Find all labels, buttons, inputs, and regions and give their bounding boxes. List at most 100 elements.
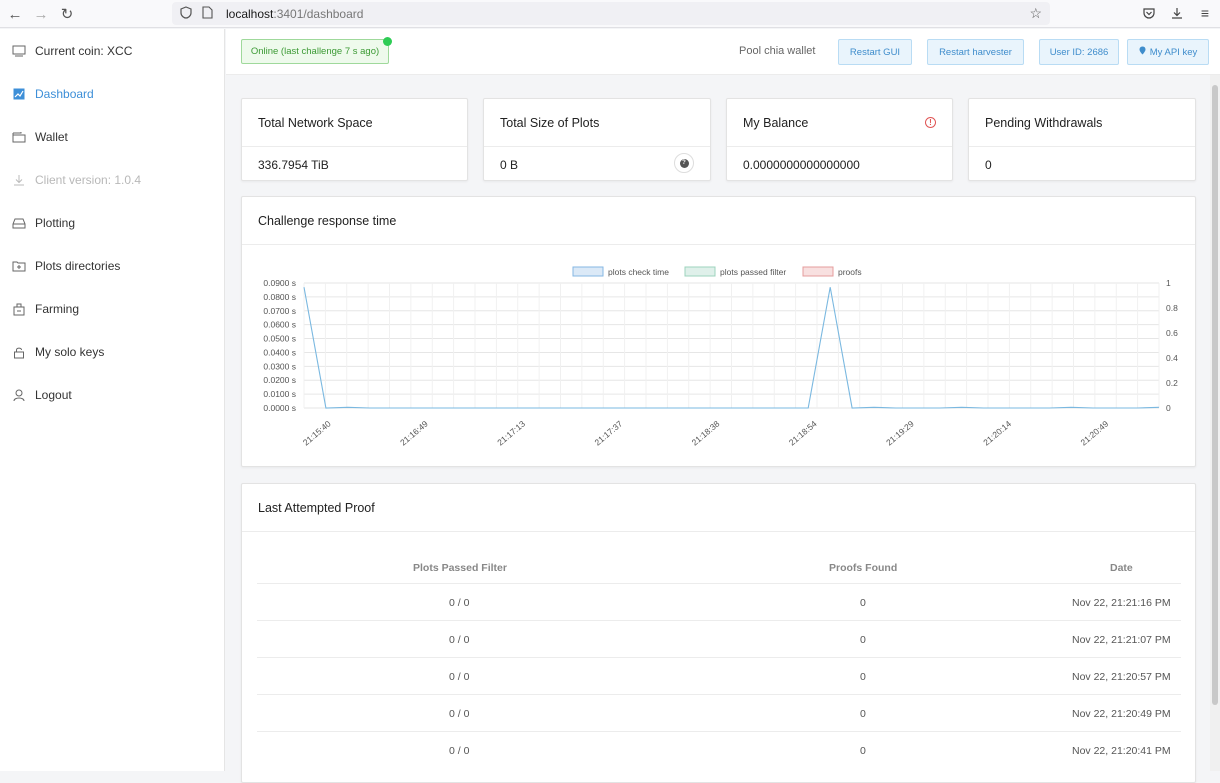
- y-tick-label: 0.0500 s: [263, 334, 296, 344]
- cell-filter: 0 / 0: [449, 745, 470, 757]
- x-tick-label: 21:18:38: [690, 418, 722, 447]
- stat-card-my-balance: My Balance 0.0000000000000000 !: [726, 98, 953, 181]
- user-id-button[interactable]: User ID: 2686: [1039, 39, 1119, 65]
- scroll-thumb[interactable]: [1212, 85, 1218, 705]
- y2-tick-label: 0.2: [1166, 378, 1178, 388]
- download-icon: [12, 173, 26, 187]
- menu-icon[interactable]: ≡: [1200, 5, 1210, 21]
- table-row: 0 / 0 0 Nov 22, 21:21:07 PM: [257, 620, 1181, 657]
- chart-title: Challenge response time: [258, 214, 397, 228]
- sidebar-item-my-solo-keys[interactable]: My solo keys: [0, 337, 225, 367]
- y-tick-label: 0.0200 s: [263, 375, 296, 385]
- cell-filter: 0 / 0: [449, 597, 470, 609]
- sidebar-item-label: Farming: [35, 302, 80, 316]
- sidebar-item-label: Client version: 1.0.4: [35, 173, 142, 187]
- cell-proofs: 0: [860, 597, 866, 609]
- page-icon: [202, 5, 216, 22]
- stat-value: 336.7954 TiB: [258, 158, 329, 172]
- cell-filter: 0 / 0: [449, 708, 470, 720]
- cell-proofs: 0: [860, 671, 866, 683]
- api-key-button[interactable]: My API key: [1127, 39, 1209, 65]
- y-tick-label: 0.0300 s: [263, 361, 296, 371]
- x-tick-label: 21:19:29: [884, 418, 916, 447]
- y-tick-label: 0.0700 s: [263, 306, 296, 316]
- cell-proofs: 0: [860, 634, 866, 646]
- sidebar-item-logout[interactable]: Logout: [0, 380, 225, 410]
- y-tick-label: 0.0100 s: [263, 389, 296, 399]
- chart-card: Challenge response time 0.0900 s 0.0800 s…: [241, 196, 1196, 467]
- restart-gui-button[interactable]: Restart GUI: [838, 39, 912, 65]
- sidebar-item-label: Plotting: [35, 216, 76, 230]
- sidebar-item-plotting[interactable]: Plotting: [0, 208, 225, 238]
- y-tick-label: 0.0900 s: [263, 278, 296, 288]
- sidebar-item-plots-directories[interactable]: Plots directories: [0, 251, 225, 281]
- table-row: 0 / 0 0 Nov 22, 21:20:49 PM: [257, 694, 1181, 731]
- legend-label: plots check time: [608, 267, 669, 277]
- table-row: 0 / 0 0 Nov 22, 21:20:41 PM: [257, 731, 1181, 768]
- x-tick-label: 21:16:49: [398, 418, 430, 447]
- sidebar-item-label: Logout: [35, 388, 72, 402]
- stat-card-network-space: Total Network Space 336.7954 TiB: [241, 98, 468, 181]
- pocket-icon[interactable]: [1140, 2, 1158, 24]
- sidebar-item-label: Dashboard: [35, 87, 94, 101]
- stat-card-pending-withdrawals: Pending Withdrawals 0: [968, 98, 1196, 181]
- sidebar-item-dashboard[interactable]: Dashboard: [0, 79, 225, 109]
- user-icon: [12, 388, 26, 402]
- sidebar-item-wallet[interactable]: Wallet: [0, 122, 225, 152]
- cell-date: Nov 22, 21:20:49 PM: [1072, 708, 1171, 720]
- y2-tick-label: 0: [1166, 403, 1171, 413]
- sidebar-item-farming[interactable]: Farming: [0, 294, 225, 324]
- stat-card-size-of-plots: Total Size of Plots 0 B ?: [483, 98, 711, 181]
- pool-label: Pool chia wallet: [739, 45, 816, 57]
- warning-icon[interactable]: !: [925, 117, 936, 128]
- y2-tick-label: 0.4: [1166, 353, 1178, 363]
- restart-harvester-button[interactable]: Restart harvester: [927, 39, 1024, 65]
- stat-title: My Balance: [727, 99, 952, 147]
- series-line-plots-check-time: [303, 287, 1160, 409]
- folder-icon: [12, 259, 26, 273]
- drive-icon: [12, 216, 26, 230]
- location-pin-icon: [1139, 46, 1146, 58]
- divider: [242, 244, 1195, 245]
- x-tick-label: 21:15:40: [301, 418, 333, 447]
- bookmark-star-icon[interactable]: ☆: [1029, 5, 1042, 21]
- sidebar-item-current-coin[interactable]: Current coin: XCC: [0, 36, 225, 66]
- address-bar[interactable]: localhost:3401/dashboard ☆: [172, 2, 1050, 25]
- sidebar: Current coin: XCC Dashboard Wallet Clien…: [0, 29, 225, 771]
- lock-icon: [12, 345, 26, 359]
- sidebar-item-label: Current coin: XCC: [35, 44, 133, 58]
- reload-icon[interactable]: ↻: [60, 6, 74, 23]
- download-icon[interactable]: [1168, 2, 1186, 24]
- back-icon[interactable]: ←: [7, 5, 23, 23]
- help-icon[interactable]: ?: [674, 153, 694, 173]
- cell-filter: 0 / 0: [449, 634, 470, 646]
- farm-icon: [12, 302, 26, 316]
- cell-filter: 0 / 0: [449, 671, 470, 683]
- proof-card: Last Attempted Proof Plots Passed Filter…: [241, 483, 1196, 783]
- status-badge: Online (last challenge 7 s ago): [241, 39, 389, 64]
- stat-value: 0: [985, 158, 992, 172]
- y-tick-label: 0.0400 s: [263, 347, 296, 357]
- column-header-plots-passed: Plots Passed Filter: [413, 562, 507, 574]
- y-tick-label: 0.0600 s: [263, 320, 296, 330]
- sidebar-item-label: My solo keys: [35, 345, 105, 359]
- table-row: 0 / 0 0 Nov 22, 21:20:57 PM: [257, 657, 1181, 694]
- coin-icon: [12, 44, 26, 58]
- x-tick-label: 21:17:37: [592, 418, 624, 447]
- x-tick-label: 21:17:13: [495, 418, 527, 447]
- legend-swatch: [802, 266, 834, 277]
- cell-date: Nov 22, 21:21:16 PM: [1072, 597, 1171, 609]
- page-scrollbar[interactable]: [1210, 75, 1220, 771]
- y-tick-label: 0.0800 s: [263, 292, 296, 302]
- top-bar: Online (last challenge 7 s ago) Pool chi…: [226, 29, 1220, 75]
- sidebar-item-label: Wallet: [35, 130, 68, 144]
- x-tick-label: 21:20:49: [1078, 418, 1110, 447]
- stat-title: Pending Withdrawals: [969, 99, 1195, 147]
- shield-icon: [180, 5, 194, 22]
- proof-title: Last Attempted Proof: [258, 501, 375, 515]
- column-header-date: Date: [1110, 562, 1133, 574]
- forward-icon[interactable]: →: [33, 5, 49, 23]
- legend-label: plots passed filter: [720, 267, 786, 277]
- x-tick-label: 21:18:54: [787, 418, 819, 447]
- y2-tick-label: 1: [1166, 278, 1171, 288]
